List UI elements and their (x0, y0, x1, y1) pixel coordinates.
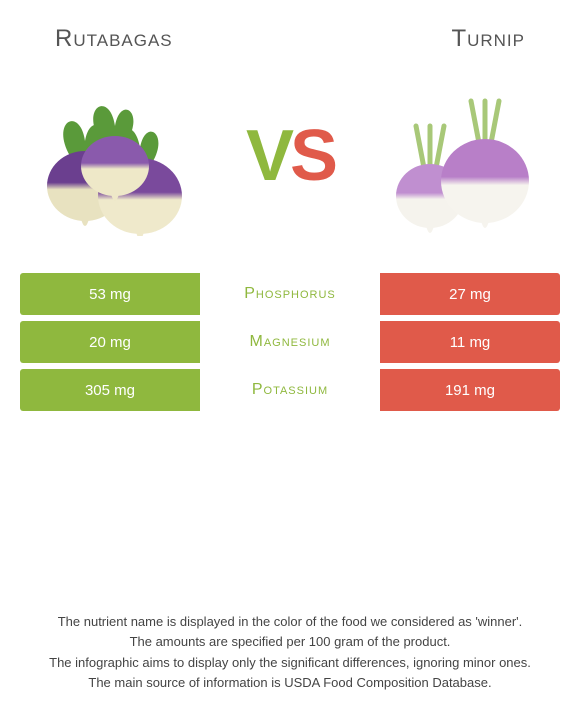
footnote-line: The infographic aims to display only the… (25, 654, 555, 672)
left-value-cell: 305 mg (20, 369, 200, 411)
nutrient-label: Potassium (200, 369, 380, 411)
left-food-illustration (30, 76, 210, 236)
right-value-cell: 191 mg (380, 369, 560, 411)
vs-label: VS (246, 115, 334, 197)
left-value-cell: 53 mg (20, 273, 200, 315)
table-row: 53 mgPhosphorus27 mg (20, 273, 560, 315)
vs-letter-v: V (246, 116, 290, 196)
table-row: 20 mgMagnesium11 mg (20, 321, 560, 363)
right-value-cell: 11 mg (380, 321, 560, 363)
footnote-line: The main source of information is USDA F… (25, 674, 555, 692)
vs-row: VS (0, 63, 580, 263)
left-value-cell: 20 mg (20, 321, 200, 363)
table-row: 305 mgPotassium191 mg (20, 369, 560, 411)
footnotes: The nutrient name is displayed in the co… (25, 613, 555, 694)
right-food-illustration (370, 76, 550, 236)
nutrient-label: Magnesium (200, 321, 380, 363)
footnote-line: The amounts are specified per 100 gram o… (25, 633, 555, 651)
left-food-title: Rutabagas (55, 25, 173, 53)
right-value-cell: 27 mg (380, 273, 560, 315)
nutrient-label: Phosphorus (200, 273, 380, 315)
vs-letter-s: S (290, 116, 334, 196)
footnote-line: The nutrient name is displayed in the co… (25, 613, 555, 631)
header: Rutabagas Turnip (0, 0, 580, 63)
comparison-table: 53 mgPhosphorus27 mg 20 mgMagnesium11 mg 3… (20, 273, 560, 411)
right-food-title: Turnip (451, 25, 525, 53)
